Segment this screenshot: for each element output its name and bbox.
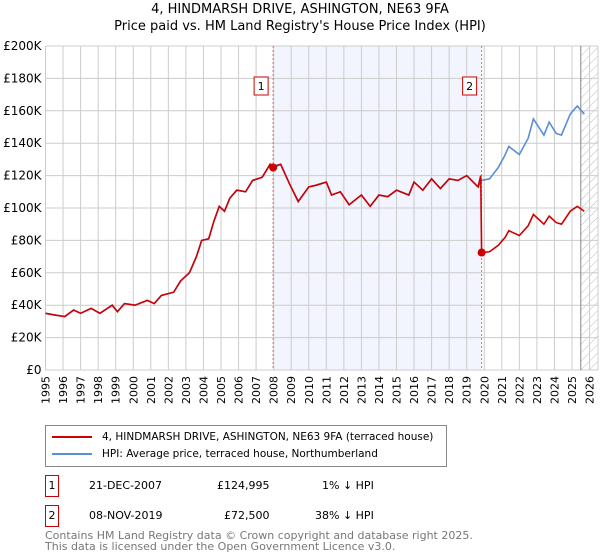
y-tick-label: £160K (3, 104, 43, 118)
x-tick-label: 2025 (566, 376, 579, 404)
y-tick-label: £60K (11, 266, 43, 280)
x-tick-label: 2009 (285, 376, 298, 404)
x-tick-label: 2020 (478, 376, 491, 404)
legend-label: HPI: Average price, terraced house, Nort… (102, 448, 378, 460)
x-tick-label: 2010 (303, 376, 316, 404)
series-line (45, 162, 585, 318)
x-tick-label: 2003 (180, 376, 193, 404)
x-tick-label: 2023 (531, 376, 544, 404)
x-tick-label: 2000 (127, 376, 140, 404)
chart-subtitle: Price paid vs. HM Land Registry's House … (114, 19, 486, 34)
y-tick-label: £20K (11, 331, 43, 345)
x-tick-label: 2011 (320, 376, 333, 404)
transaction-price: £124,995 (217, 479, 270, 492)
x-tick-label: 2022 (513, 376, 526, 404)
price-chart: 1995 1996 1997 1998 1999 2000 2001 2002 2003 2004… (3, 39, 599, 404)
x-tick-label: 2015 (391, 376, 404, 404)
transaction-number: 1 (45, 475, 59, 497)
x-tick-label: 2008 (268, 376, 281, 404)
x-tick-label: 2007 (250, 376, 263, 404)
transaction-number: 2 (45, 505, 59, 527)
y-tick-label: £140K (3, 136, 43, 150)
sale-label-box (462, 76, 478, 96)
y-tick-label: £120K (3, 169, 43, 183)
chart-title: 4, HINDMARSH DRIVE, ASHINGTON, NE63 9FA (151, 2, 449, 17)
transaction-price: £72,500 (224, 509, 270, 522)
footer-licence: This data is licensed under the Open Gov… (45, 540, 396, 553)
sale-point (269, 163, 278, 172)
sale-point (477, 248, 486, 257)
y-tick-label: £100K (3, 201, 43, 215)
transaction-diff: 1% ↓ HPI (322, 479, 374, 492)
x-tick-label: 2024 (548, 376, 561, 404)
x-tick-label: 2019 (461, 376, 474, 404)
y-tick-label: £40K (11, 298, 43, 312)
x-tick-label: 1995 (40, 376, 53, 404)
footer: Contains HM Land Registry data © Crown c… (45, 530, 473, 552)
y-tick-label: £0 (26, 363, 41, 377)
x-tick-label: 2017 (426, 376, 439, 404)
legend-swatch-blue (52, 453, 92, 455)
x-tick-label: 2021 (496, 376, 509, 404)
x-tick-label: 2014 (373, 376, 386, 404)
x-tick-label: 2001 (145, 376, 158, 404)
sale-label: 2 (466, 80, 473, 93)
footer-copyright: Contains HM Land Registry data © Crown c… (45, 529, 473, 542)
legend-item-hpi: HPI: Average price, terraced house, Nort… (52, 448, 378, 460)
transaction-row: 2 08-NOV-2019 £72,500 38% ↓ HPI (45, 505, 545, 527)
x-tick-label: 2004 (197, 376, 210, 404)
x-tick-label: 2006 (233, 376, 246, 404)
legend-swatch-red (52, 436, 92, 438)
legend-item-property: 4, HINDMARSH DRIVE, ASHINGTON, NE63 9FA … (52, 431, 433, 443)
x-tick-label: 2016 (408, 376, 421, 404)
transaction-date: 21-DEC-2007 (89, 479, 163, 492)
x-tick-label: 2002 (162, 376, 175, 404)
x-tick-label: 1999 (110, 376, 123, 404)
x-tick-label: 1996 (57, 376, 70, 404)
x-tick-label: 2005 (215, 376, 228, 404)
x-tick-label: 1997 (75, 376, 88, 404)
legend: 4, HINDMARSH DRIVE, ASHINGTON, NE63 9FA … (45, 425, 447, 467)
sale-label: 1 (258, 80, 265, 93)
x-tick-label: 2018 (443, 376, 456, 404)
x-tick-label: 2013 (355, 376, 368, 404)
transaction-diff: 38% ↓ HPI (315, 509, 374, 522)
x-tick-label: 1998 (92, 376, 105, 404)
x-tick-label: 2026 (584, 376, 597, 404)
y-tick-label: £180K (3, 71, 43, 85)
y-tick-label: £80K (11, 233, 43, 247)
x-tick-label: 2012 (338, 376, 351, 404)
sale-label-box (253, 76, 269, 96)
y-tick-label: £200K (3, 39, 43, 53)
transaction-row: 1 21-DEC-2007 £124,995 1% ↓ HPI (45, 475, 545, 497)
legend-label: 4, HINDMARSH DRIVE, ASHINGTON, NE63 9FA … (102, 431, 434, 443)
transaction-date: 08-NOV-2019 (89, 509, 163, 522)
